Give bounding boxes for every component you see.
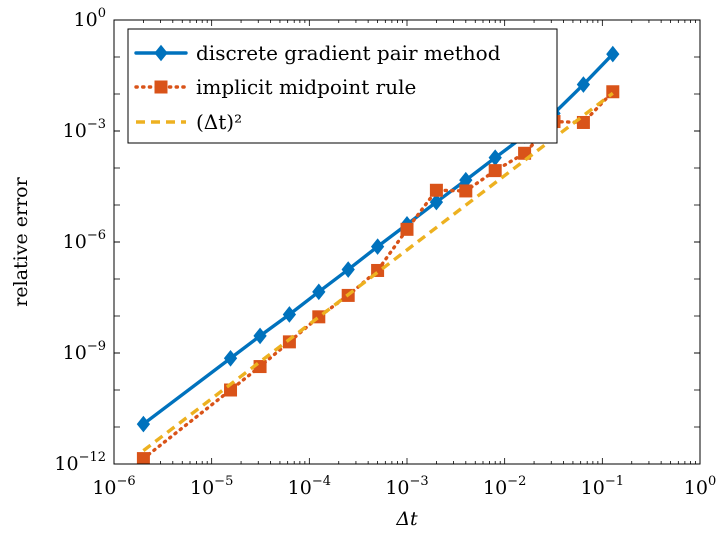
legend-marker-1 bbox=[154, 80, 168, 94]
y-axis-label: relative error bbox=[10, 176, 32, 306]
data-point-diamond bbox=[282, 306, 297, 323]
x-tick-label: 100 bbox=[684, 474, 716, 499]
x-tick-label: 10−1 bbox=[581, 474, 624, 499]
data-point-square bbox=[459, 184, 473, 198]
x-tick-label: 10−4 bbox=[288, 474, 331, 499]
x-tick-label: 10−2 bbox=[483, 474, 526, 499]
data-point-diamond bbox=[341, 261, 355, 278]
series-line bbox=[142, 91, 614, 452]
data-point-diamond bbox=[136, 415, 151, 433]
x-axis-label: Δt bbox=[395, 508, 418, 530]
data-point-square bbox=[136, 452, 150, 464]
data-point-diamond bbox=[429, 193, 444, 211]
data-point-diamond bbox=[606, 45, 620, 63]
legend: discrete gradient pair method implicit m… bbox=[127, 28, 558, 144]
y-tick-label: 10−12 bbox=[54, 450, 106, 475]
legend-samples bbox=[134, 44, 188, 124]
data-point-diamond bbox=[223, 349, 238, 367]
data-point-square bbox=[429, 183, 443, 197]
data-point-square bbox=[606, 85, 620, 99]
y-tick-label: 10−9 bbox=[63, 339, 106, 364]
x-tick-label: 10−3 bbox=[385, 474, 428, 499]
plot-frame bbox=[113, 19, 701, 465]
y-tick-label: 100 bbox=[74, 6, 106, 31]
x-tick-label: 10−5 bbox=[190, 474, 233, 499]
legend-marker-0 bbox=[154, 44, 168, 62]
tick-labels: 10−6 10−5 10−4 10−3 10−2 10−1 100 10−12 10−9 10−6… bbox=[54, 6, 716, 499]
y-tick-label: 10−3 bbox=[63, 117, 106, 142]
data-point-diamond bbox=[576, 76, 591, 93]
x-tick-label: 10−6 bbox=[92, 474, 135, 499]
data-point-square bbox=[400, 222, 414, 236]
data-point-diamond bbox=[253, 327, 267, 345]
data-point-square bbox=[488, 164, 502, 178]
legend-label-imr: implicit midpoint rule bbox=[196, 75, 416, 99]
series-2 bbox=[142, 91, 614, 452]
legend-label-dgpm: discrete gradient pair method bbox=[196, 41, 501, 65]
legend-label-dt2: (Δt)² bbox=[196, 110, 242, 134]
legend-box bbox=[127, 28, 558, 144]
data-point-diamond bbox=[312, 283, 326, 301]
data-point-diamond bbox=[370, 238, 385, 255]
y-tick-label: 10−6 bbox=[63, 228, 106, 253]
